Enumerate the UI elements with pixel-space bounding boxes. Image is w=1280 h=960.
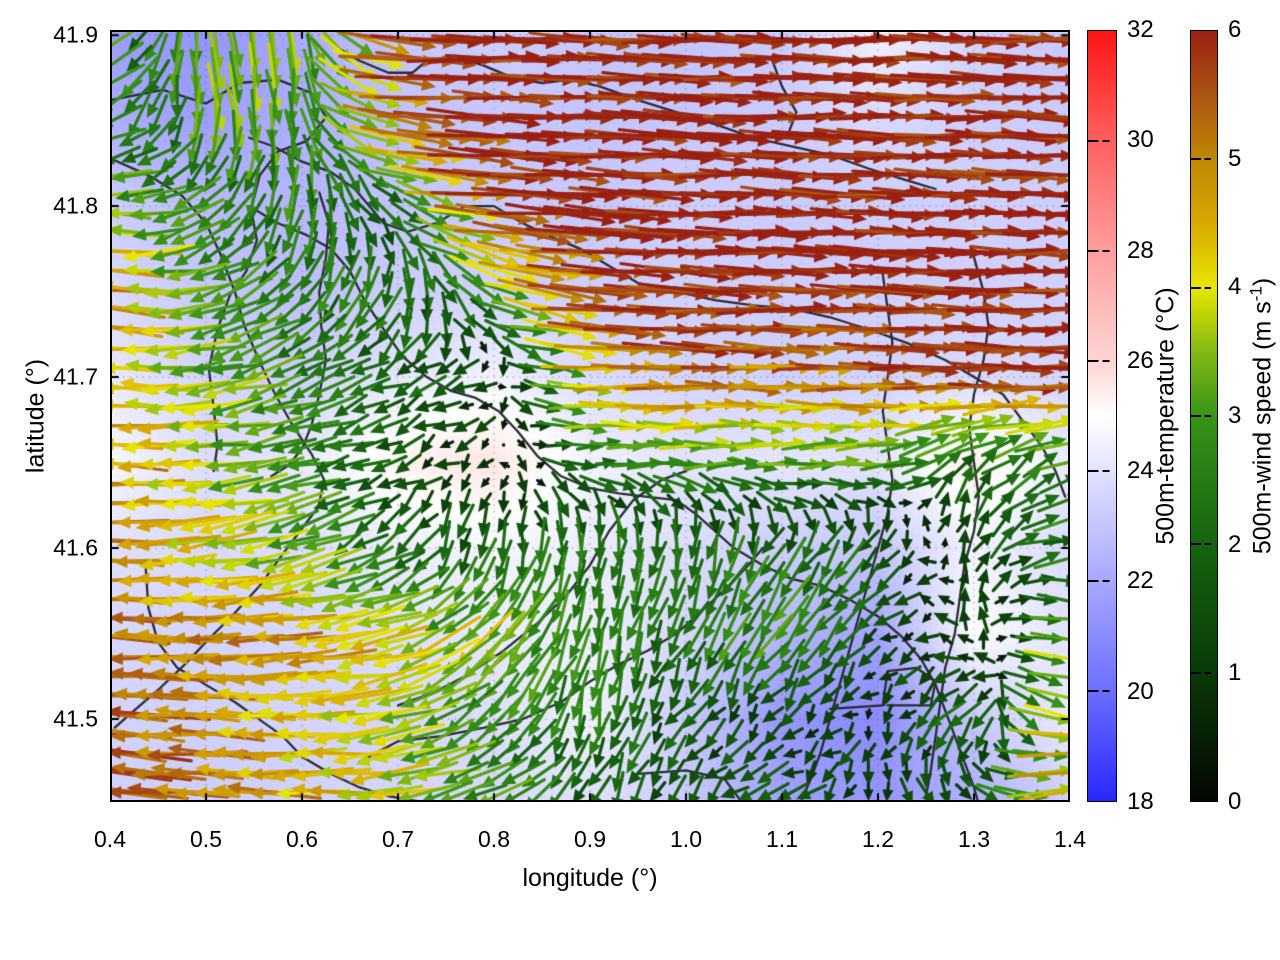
colorbar-tick-label: 0 [1228, 788, 1242, 815]
x-axis-title: longitude (°) [522, 864, 658, 892]
x-tick-label: 0.4 [94, 826, 126, 852]
colorbar-tick-dash [1088, 250, 1116, 252]
x-tick-label: 1.4 [1054, 826, 1086, 852]
x-tick-label: 0.8 [478, 826, 510, 852]
colorbar-tick-dash [1191, 286, 1217, 289]
colorbar-tick-dash [1191, 671, 1217, 674]
x-tick-label: 0.9 [574, 826, 606, 852]
colorbar-tick-label: 32 [1127, 16, 1154, 43]
x-tick-label: 1.1 [766, 826, 798, 852]
colorbar-tick-dash [1088, 470, 1116, 472]
wind-title-suffix: ) [1248, 277, 1277, 287]
colorbar-tick-dash [1088, 690, 1116, 692]
wind-title-superscript: -1 [1246, 286, 1266, 302]
colorbar-tick-label: 6 [1228, 16, 1242, 43]
colorbar-tick-label: 1 [1228, 659, 1242, 687]
colorbar-tick-dash [1191, 415, 1217, 417]
colorbar-tick-label: 22 [1127, 567, 1154, 595]
colorbar-tick-label: 3 [1228, 402, 1242, 429]
x-tick-label: 1.0 [670, 826, 702, 852]
colorbar-tick-dash [1088, 580, 1116, 582]
colorbar-tick-dash [1191, 158, 1217, 161]
x-tick-label: 0.6 [286, 826, 318, 852]
temperature-colorbar-title: 500m-temperature (°C) [1151, 287, 1180, 545]
x-tick-label: 0.5 [190, 826, 222, 852]
colorbar-tick-label: 24 [1127, 457, 1154, 485]
colorbar-tick-label: 18 [1127, 788, 1154, 815]
x-tick-label: 1.2 [862, 826, 894, 852]
y-tick-label: 41.7 [53, 363, 98, 390]
y-tick-label: 41.6 [53, 534, 98, 561]
y-axis-title: latitude (°) [21, 358, 50, 474]
wind-title-prefix: 500m-wind speed (m s [1248, 301, 1277, 555]
colorbar-tick-label: 28 [1127, 236, 1154, 264]
colorbar-tick-dash [1088, 140, 1116, 142]
colorbar-tick-label: 5 [1228, 144, 1242, 172]
colorbar-tick-label: 4 [1228, 273, 1242, 301]
y-tick-label: 41.9 [53, 21, 98, 48]
temperature-colorbar [1087, 30, 1117, 802]
colorbar-tick-label: 20 [1127, 677, 1154, 705]
y-tick-label: 41.5 [53, 705, 98, 732]
x-tick-label: 1.3 [958, 826, 990, 852]
map-plot-canvas [110, 30, 1070, 802]
colorbar-tick-dash [1088, 360, 1116, 362]
colorbar-tick-dash [1191, 543, 1217, 546]
colorbar-tick-label: 30 [1127, 126, 1154, 154]
wind-speed-colorbar [1190, 30, 1218, 802]
wind-speed-colorbar-title: 500m-wind speed (m s-1) [1246, 278, 1277, 554]
colorbar-tick-label: 26 [1127, 346, 1154, 374]
x-tick-label: 0.7 [382, 826, 414, 852]
y-tick-label: 41.8 [53, 192, 98, 219]
colorbar-tick-label: 2 [1228, 530, 1242, 558]
